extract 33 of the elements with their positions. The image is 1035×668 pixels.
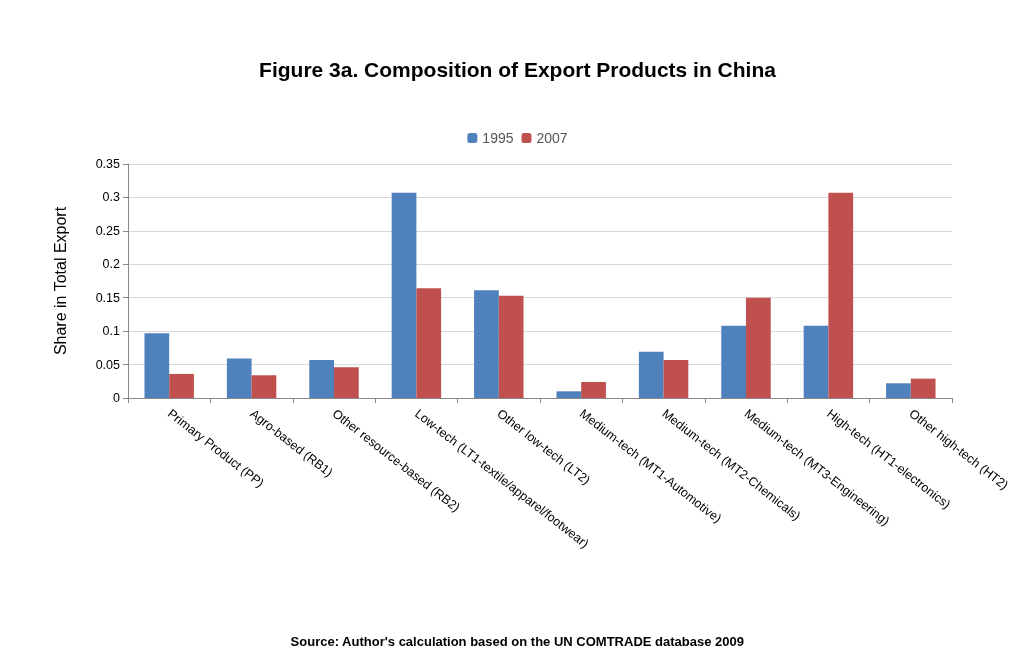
bar	[746, 297, 771, 398]
y-tick-label: 0.3	[102, 190, 121, 205]
y-tick-label: 0.25	[95, 223, 121, 238]
bar	[309, 359, 334, 398]
y-tick-label: 0.05	[95, 357, 121, 372]
bar	[556, 391, 582, 398]
bar	[498, 295, 524, 398]
y-tick-label: 0.1	[102, 324, 121, 339]
y-tick-label: 0.35	[95, 157, 121, 171]
bar	[910, 378, 936, 398]
bar	[251, 375, 277, 398]
bar	[663, 359, 689, 398]
y-tick-label: 0.15	[95, 290, 121, 305]
bar	[474, 290, 499, 398]
legend-label: 1995	[482, 130, 514, 146]
bar	[391, 192, 417, 398]
bar	[581, 381, 606, 398]
source-note: Source: Author's calculation based on the UN COMTRADE database 2009	[290, 634, 744, 649]
bar	[334, 367, 359, 398]
bar	[226, 358, 252, 398]
bar	[144, 333, 170, 398]
bar	[721, 325, 746, 398]
y-tick-label: 0.2	[102, 257, 121, 272]
bar	[169, 373, 194, 398]
legend-label: 2007	[536, 130, 568, 146]
bar	[416, 288, 442, 398]
y-axis-title: Share in Total Export	[51, 206, 69, 356]
bar	[638, 351, 664, 398]
bar	[828, 192, 854, 398]
y-tick-label: 0	[113, 391, 121, 405]
bar	[803, 325, 829, 398]
chart-title: Figure 3a. Composition of Export Products in China	[259, 58, 777, 81]
bar	[886, 383, 911, 398]
